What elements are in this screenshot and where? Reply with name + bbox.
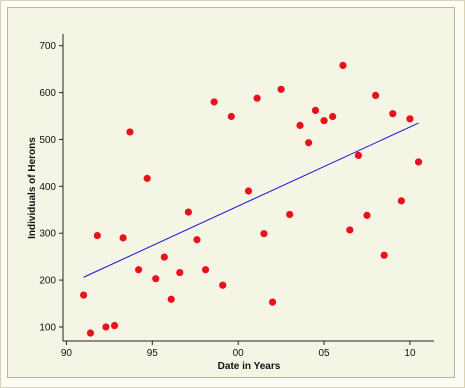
data-point (134, 266, 143, 274)
data-point (93, 231, 101, 240)
data-point (160, 253, 168, 261)
data-point (210, 98, 218, 106)
x-tick-label: 05 (319, 348, 331, 359)
y-tick-label: 200 (39, 276, 56, 287)
y-tick-label: 700 (39, 41, 56, 52)
y-tick-label: 100 (39, 322, 56, 333)
data-point (260, 230, 268, 238)
data-point (414, 158, 423, 166)
x-axis-title: Date in Years (218, 361, 281, 372)
trendline (83, 122, 419, 278)
data-point (201, 266, 210, 274)
data-point (152, 275, 160, 283)
data-point (346, 226, 354, 234)
data-point (268, 298, 277, 306)
axes (62, 34, 434, 342)
y-axis-title: Individuals of Herons (27, 137, 38, 239)
x-tick-label: 95 (147, 348, 159, 359)
x-tick-label: 10 (404, 348, 416, 359)
data-point (143, 174, 151, 182)
y-tick-label: 400 (39, 182, 56, 193)
y-tick-label: 600 (39, 88, 56, 99)
data-point (363, 211, 371, 219)
data-point (286, 210, 294, 219)
data-points (80, 61, 423, 337)
data-point (193, 236, 201, 244)
data-point (102, 323, 110, 331)
data-point (244, 187, 253, 195)
data-point (389, 110, 397, 118)
data-point (253, 94, 261, 102)
chart-panel (7, 7, 455, 378)
data-point (277, 85, 285, 93)
data-point (354, 151, 363, 159)
data-point (119, 234, 127, 242)
y-ticks: 100 200 300 400 500 600 700 (39, 41, 63, 333)
data-point (176, 268, 184, 277)
data-point (80, 291, 88, 299)
data-point (167, 295, 175, 303)
data-point (126, 128, 134, 136)
data-point (311, 106, 320, 114)
x-tick-label: 90 (61, 348, 73, 359)
data-point (397, 197, 405, 205)
x-tick-label: 00 (233, 348, 245, 359)
data-point (320, 117, 328, 125)
data-point (227, 112, 235, 121)
data-point (305, 139, 313, 147)
data-point (219, 281, 227, 289)
data-point (339, 61, 347, 70)
data-point (380, 251, 388, 259)
y-tick-label: 500 (39, 135, 56, 146)
data-point (329, 112, 337, 121)
y-tick-label: 300 (39, 229, 56, 240)
data-point (184, 208, 192, 216)
x-ticks: 90 95 00 05 10 (61, 341, 416, 359)
data-point (110, 321, 119, 330)
data-point (372, 91, 380, 99)
data-point (296, 121, 304, 129)
data-point (86, 329, 95, 337)
data-point (406, 115, 414, 123)
